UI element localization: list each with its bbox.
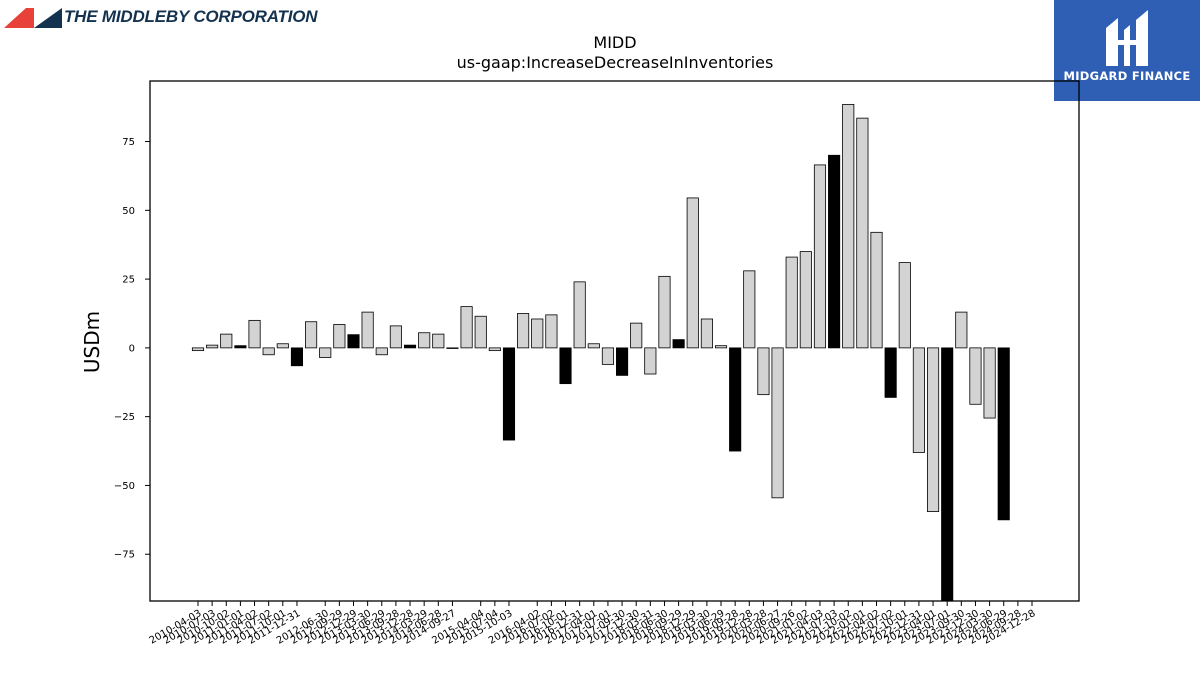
bar-2014-09-27	[446, 347, 459, 349]
bar-2012-12-29	[347, 334, 360, 349]
bar-2022-04-02	[870, 231, 883, 349]
bar-2021-10-02	[842, 103, 855, 349]
bar-2023-09-30	[955, 311, 968, 349]
bar-2019-09-28	[729, 347, 742, 452]
bar-2013-12-28	[403, 344, 417, 349]
chart-subtitle: us-gaap:IncreaseDecreaseInInventories	[457, 53, 774, 72]
bar-2017-04-01	[587, 343, 600, 349]
bar-2018-12-29	[686, 197, 699, 349]
bar-2017-09-30	[616, 347, 629, 376]
bar-2010-04-03	[191, 347, 205, 352]
right-brand-logo: MIDGARD FINANCE	[1054, 0, 1200, 101]
bar-2011-12-31	[290, 347, 304, 367]
bar-2015-01-03	[460, 306, 473, 349]
bar-2012-03-31	[305, 321, 318, 349]
bar-2017-07-01	[601, 347, 614, 365]
bar-2011-10-01	[276, 343, 289, 349]
bars-group	[191, 103, 1010, 602]
bar-2023-12-30	[969, 347, 982, 405]
bar-2013-03-30	[361, 311, 374, 349]
bar-2022-10-01	[898, 262, 911, 349]
bar-2024-06-29	[997, 347, 1010, 521]
bar-2019-03-30	[700, 318, 713, 349]
bar-2015-07-04	[488, 347, 501, 352]
y-tick-label: 25	[122, 275, 135, 286]
bar-2017-12-30	[630, 322, 643, 349]
bar-2022-12-31	[912, 347, 925, 453]
bar-2020-03-28	[757, 347, 770, 396]
bar-2021-04-03	[813, 164, 827, 349]
bar-2016-07-02	[545, 314, 558, 349]
plot-frame	[149, 80, 1080, 602]
y-axis-label: USDm	[80, 311, 104, 373]
bar-2016-12-31	[573, 281, 586, 349]
bar-2018-06-30	[658, 275, 671, 349]
bar-2010-07-03	[206, 344, 219, 349]
bar-2016-10-01	[559, 347, 572, 385]
midgard-mark-icon	[1106, 10, 1148, 66]
bar-2012-09-29	[333, 324, 346, 349]
y-tick-label: 50	[122, 206, 135, 217]
bar-2016-01-02	[517, 313, 530, 349]
bar-2014-03-29	[418, 332, 431, 349]
middleby-mark-icon	[4, 8, 62, 28]
chart-title: MIDD	[593, 33, 636, 52]
bar-2013-09-28	[389, 325, 402, 349]
left-brand-logo: THE MIDDLEBY CORPORATION	[4, 4, 318, 30]
bar-2019-12-28	[743, 270, 756, 349]
bar-2020-09-26	[785, 256, 798, 349]
bar-2015-04-04	[474, 315, 487, 349]
bar-2019-06-29	[714, 345, 728, 349]
right-brand-name: MIDGARD FINANCE	[1063, 69, 1191, 83]
bar-2023-04-01	[927, 347, 940, 512]
bar-2022-01-01	[856, 117, 869, 349]
y-tick-label: −25	[114, 412, 135, 423]
y-tick-label: −75	[114, 550, 135, 561]
bar-2011-04-02	[248, 319, 261, 349]
bar-2018-03-31	[644, 347, 657, 375]
bar-2011-07-02	[262, 347, 275, 356]
bar-2012-06-30	[319, 347, 332, 358]
bar-2022-07-02	[884, 347, 897, 398]
y-axis: −75 −50 −25 0 25 50 75	[114, 137, 150, 561]
bar-2013-06-29	[375, 347, 388, 356]
bar-2018-09-29	[672, 339, 685, 349]
y-tick-label: −50	[114, 481, 135, 492]
bar-2023-07-01	[941, 347, 954, 602]
y-tick-label: 0	[129, 343, 135, 354]
bar-2020-06-27	[771, 347, 784, 499]
bar-2015-10-03	[502, 347, 516, 441]
bar-2010-10-02	[220, 333, 233, 349]
y-tick-label: 75	[122, 137, 135, 148]
bar-2021-07-03	[828, 154, 841, 349]
bar-2014-06-28	[432, 333, 445, 349]
bar-2021-01-02	[799, 251, 812, 349]
x-axis: 2010-04-032010-07-032010-10-022011-01-01…	[148, 601, 1038, 647]
bar-2011-01-01	[234, 345, 247, 349]
bar-2016-04-02	[531, 318, 544, 349]
bar-2024-03-30	[983, 347, 996, 419]
left-brand-name: THE MIDDLEBY CORPORATION	[64, 7, 318, 26]
